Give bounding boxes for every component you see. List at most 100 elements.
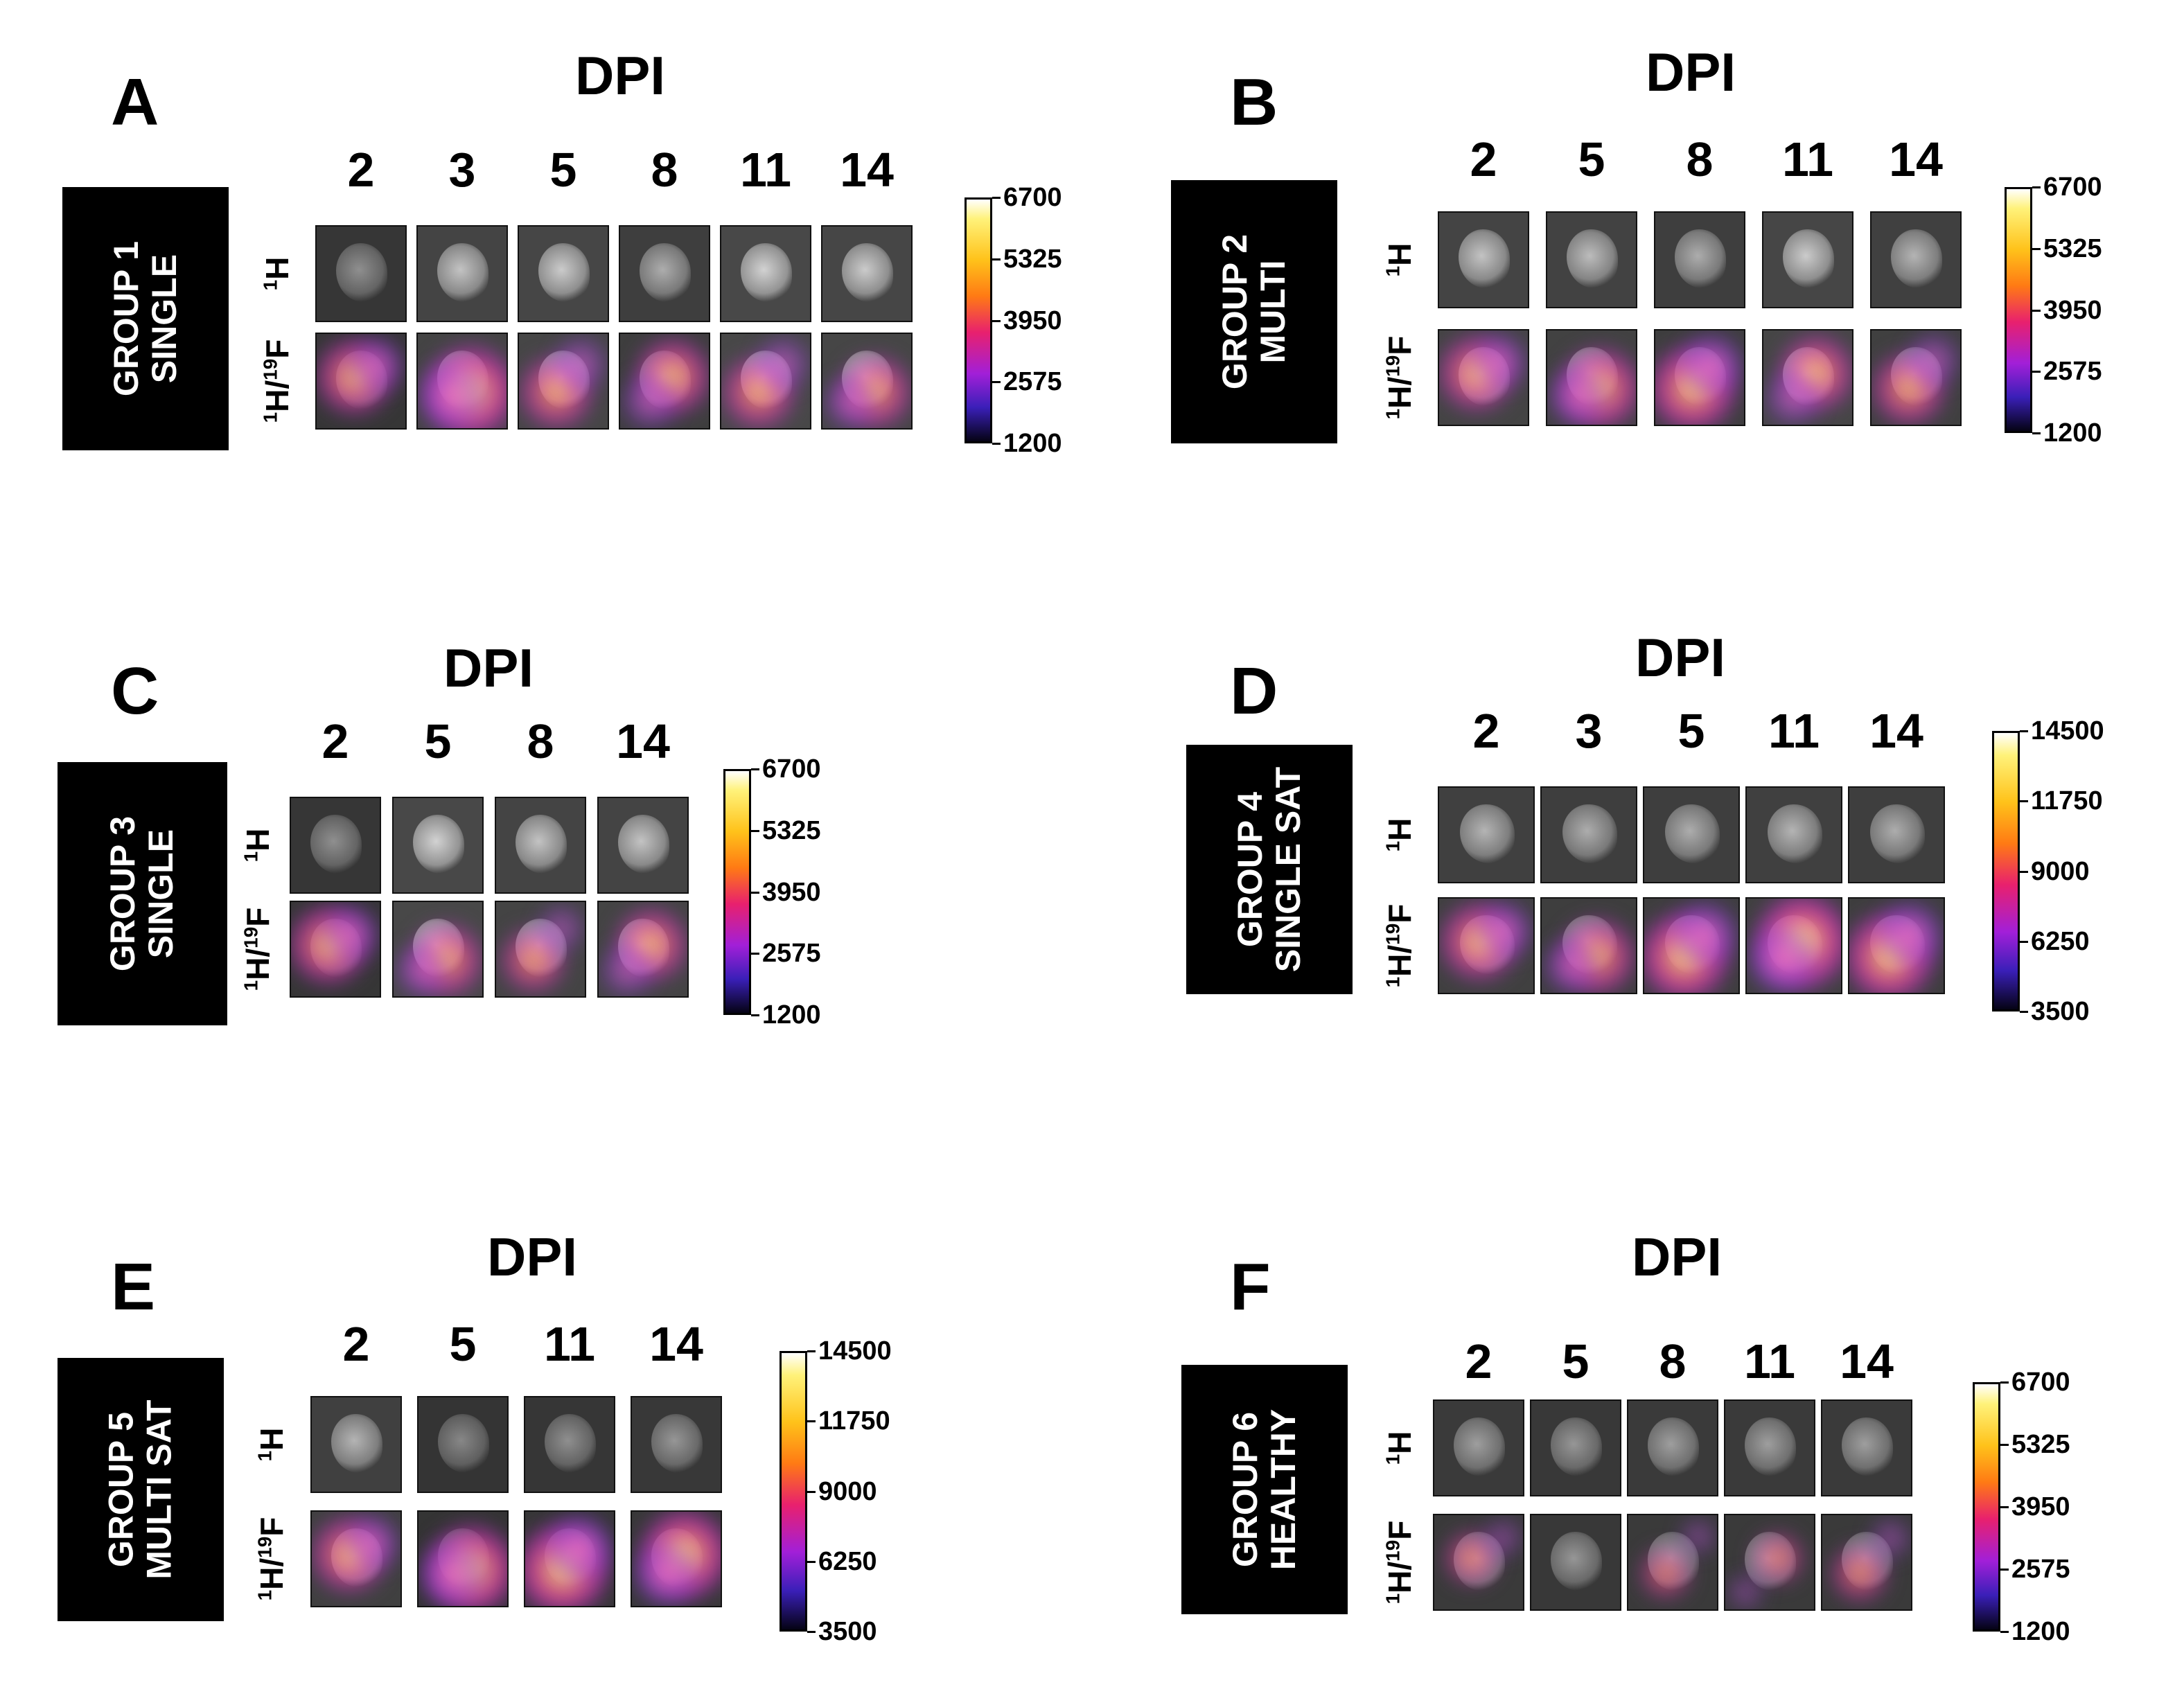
colorbar [965,197,992,443]
fluorine-signal [601,946,652,996]
mri-1h-image [310,1396,402,1493]
organ-shape [516,815,567,874]
colorbar-tick-mark [807,1631,816,1633]
mri-1h-image [1627,1399,1718,1496]
mri-1h-image [1540,786,1637,883]
colorbar-tick-label: 6700 [2043,173,2102,202]
organ-shape [1842,1417,1894,1476]
fluorine-signal [351,338,404,391]
colorbar-tick-label: 3500 [818,1617,877,1646]
colorbar-tick-mark [807,1350,816,1352]
colorbar-tick-mark [2000,1631,2009,1633]
fluorine-signal [1682,335,1743,395]
organ-shape [1891,229,1943,288]
group-label-line: GROUP 4 [1231,791,1270,948]
organ-shape [538,243,590,302]
mri-1h-image [1433,1399,1524,1496]
mri-1h-19f-overlay-image [1762,329,1853,426]
organ-shape [331,1414,383,1473]
organ-shape [1664,804,1720,863]
dpi-title: DPI [486,1226,578,1287]
mri-1h-image [1438,786,1535,883]
panel-letter: D [1230,654,1278,728]
group-label-line: SINGLE [145,254,184,384]
colorbar-tick-mark [2032,432,2041,434]
colorbar-tick-label: 3500 [2031,997,2090,1026]
mri-1h-image [1870,211,1962,308]
organ-shape [1459,804,1515,863]
organ-shape [1675,229,1727,288]
group-label-line: MULTI [1253,260,1292,364]
colorbar-tick-label: 9000 [2031,856,2090,886]
group-label-line: GROUP 6 [1226,1411,1265,1568]
colorbar-tick-label: 1200 [762,1000,821,1030]
fluorine-signal [396,946,447,996]
mri-1h-19f-overlay-image [1643,897,1740,994]
mri-1h-image [631,1396,722,1493]
dpi-day-label: 5 [424,714,452,768]
mri-1h-19f-overlay-image [310,1510,402,1607]
mri-1h-image [1654,211,1745,308]
fluorine-signal [1753,1533,1803,1583]
colorbar-tick-label: 14500 [2031,716,2104,745]
fluorine-signal [549,1516,613,1580]
colorbar-tick-label: 6700 [2011,1368,2070,1397]
colorbar-tick-label: 11750 [818,1406,890,1436]
colorbar-tick-mark [2032,371,2041,373]
dpi-day-label: 14 [840,143,894,197]
colorbar-tick-mark [2020,730,2028,732]
fluorine-signal [1544,940,1597,993]
dpi-title: DPI [1645,42,1736,103]
fluorine-signal [1728,1575,1763,1609]
dpi-day-label: 5 [549,143,577,197]
mri-1h-19f-overlay-image [1530,1514,1621,1611]
dpi-day-label: 8 [651,143,678,197]
mri-1h-image [290,797,381,894]
dpi-day-label: 2 [322,714,349,768]
group-label-line: SINGLE [141,829,181,959]
mri-1h-19f-overlay-image [631,1510,722,1607]
colorbar-tick-label: 3950 [762,877,821,907]
group-label-box: GROUP 3 SINGLE [58,762,227,1025]
colorbar-tick-label: 2575 [762,939,821,969]
colorbar-tick-label: 5325 [2043,233,2102,263]
fluorine-signal [825,378,876,428]
colorbar-tick-label: 5325 [762,815,821,845]
organ-shape [1783,229,1835,288]
dpi-day-label: 14 [1840,1334,1894,1388]
fluorine-signal [1445,1532,1498,1584]
colorbar-tick-mark [2020,1011,2028,1013]
fluorine-signal [1550,369,1606,425]
mri-1h-image [392,797,484,894]
dpi-day-label: 14 [649,1317,703,1371]
organ-shape [1767,804,1822,863]
mri-1h-image [1848,786,1945,883]
dpi-day-label: 2 [342,1317,370,1371]
colorbar-tick-mark [751,829,759,832]
colorbar-tick-label: 3950 [2011,1492,2070,1521]
colorbar [1992,731,2020,1012]
colorbar-tick-mark [2000,1381,2009,1384]
organ-shape [1648,1417,1700,1476]
fluorine-signal [421,1544,484,1606]
mri-1h-19f-overlay-image [1438,329,1529,426]
dpi-day-label: 5 [1578,132,1605,186]
colorbar-tick-label: 1200 [2011,1617,2070,1646]
dpi-day-label: 5 [449,1317,477,1371]
panel-letter: C [111,654,159,728]
mri-1h-image [1745,786,1842,883]
fluorine-signal [1766,372,1819,425]
group-label-box: GROUP 1 SINGLE [62,187,229,450]
colorbar [1973,1382,2000,1632]
mri-1h-image [1438,211,1529,308]
group-label-line: GROUP 3 [103,815,143,972]
row-label-1h: 1H [1382,242,1418,277]
dpi-day-label: 11 [1744,1334,1795,1388]
mri-1h-19f-overlay-image [1848,897,1945,994]
colorbar-tick-mark [2000,1506,2009,1508]
mri-1h-image [1724,1399,1815,1496]
organ-shape [413,815,465,874]
mri-1h-19f-overlay-image [619,333,710,430]
mri-1h-19f-overlay-image [524,1510,615,1607]
mri-1h-19f-overlay-image [392,901,484,998]
